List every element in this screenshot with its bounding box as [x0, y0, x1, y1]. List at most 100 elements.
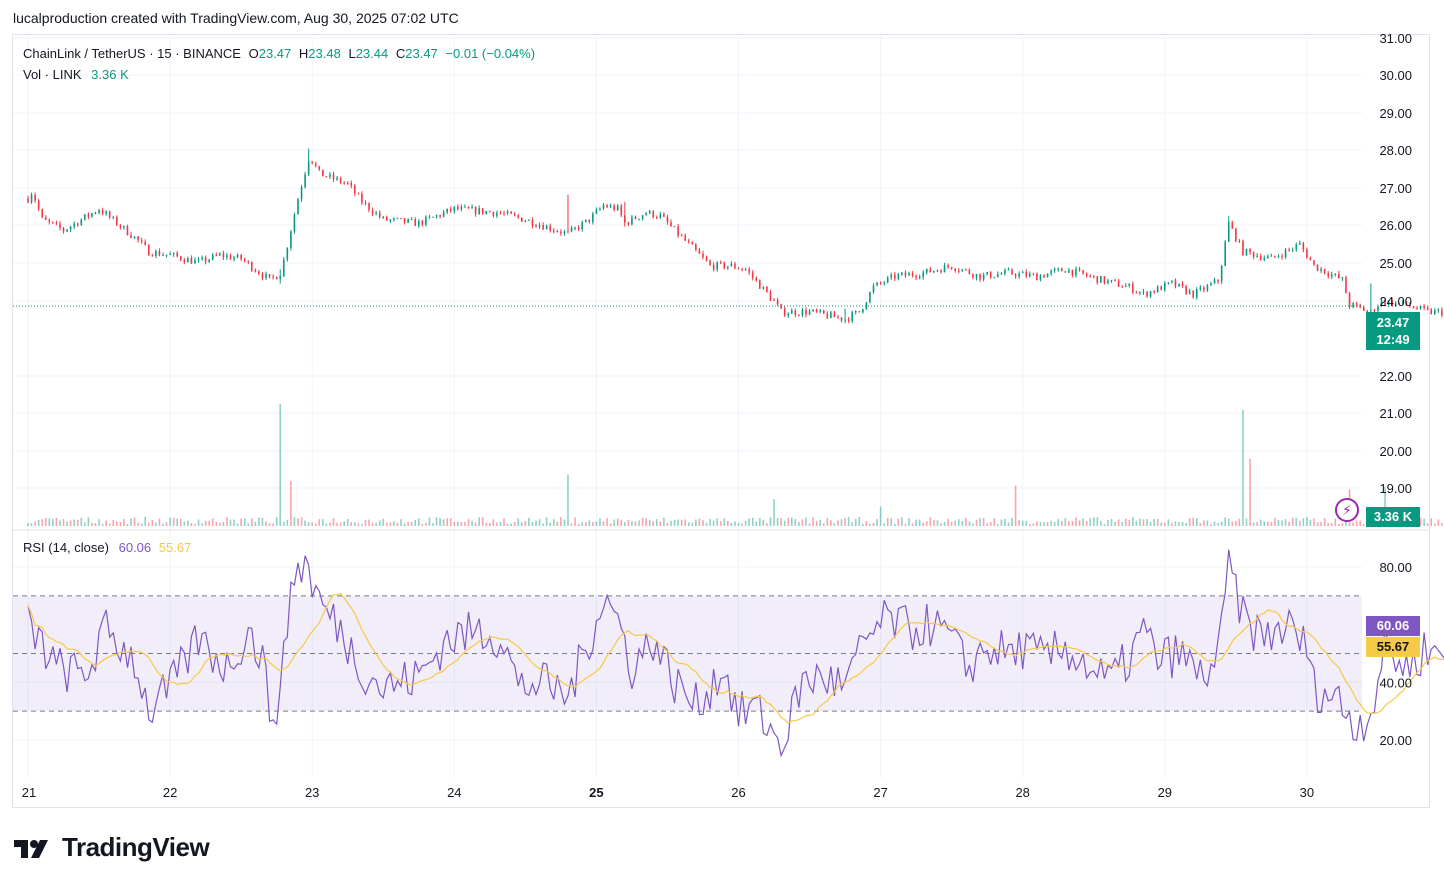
volume-bar	[322, 519, 324, 526]
candle-body	[1185, 286, 1187, 294]
candle-body	[55, 222, 58, 224]
volume-bar	[894, 523, 896, 526]
candle-body	[666, 216, 669, 223]
candle-body	[48, 219, 51, 222]
candle-body	[368, 203, 370, 211]
candle-body	[435, 215, 438, 217]
volume-bar	[830, 520, 832, 526]
candle-body	[240, 254, 242, 260]
volume-bar	[776, 517, 779, 526]
candle-body	[655, 217, 658, 219]
price-tick-label: 25.00	[1379, 256, 1412, 271]
volume-bar	[1103, 523, 1106, 526]
volume-bar	[1323, 518, 1326, 526]
candle-body	[1291, 249, 1294, 251]
volume-bar	[606, 518, 608, 526]
candle-body	[613, 205, 615, 211]
volume-badge: 3.36 K	[1366, 507, 1420, 527]
volume-bar	[1153, 518, 1155, 526]
candle-body	[375, 212, 377, 214]
volume-bar	[822, 523, 825, 526]
candle-body	[1171, 280, 1173, 283]
candle-body	[425, 216, 427, 225]
candle-body	[478, 208, 480, 215]
candle-body	[766, 286, 768, 293]
volume-bar	[368, 519, 370, 526]
volume-legend[interactable]: Vol · LINK 3.36 K	[23, 67, 129, 82]
candle-body	[314, 163, 317, 167]
candle-body	[1419, 305, 1422, 309]
symbol-title: ChainLink / TetherUS · 15 · BINANCE	[23, 46, 241, 61]
rsi-legend[interactable]: RSI (14, close) 60.06 55.67	[23, 540, 191, 555]
candle-body	[69, 226, 72, 230]
volume-bar	[1231, 521, 1234, 526]
candle-body	[1245, 248, 1248, 256]
candle-body	[556, 231, 559, 233]
candle-body	[329, 174, 331, 177]
candle-body	[407, 219, 409, 223]
volume-bar	[1259, 519, 1262, 526]
volume-bar	[556, 521, 559, 526]
volume-bar	[94, 523, 97, 526]
candle-body	[520, 217, 523, 222]
volume-bar	[449, 518, 452, 526]
volume-bar	[847, 517, 850, 526]
volume-bar	[1082, 518, 1084, 526]
candle-body	[1132, 283, 1134, 293]
volume-bar	[961, 520, 964, 526]
volume-bar	[354, 522, 356, 526]
volume-bar	[251, 518, 253, 526]
volume-bar	[1316, 522, 1319, 526]
candle-body	[80, 219, 83, 226]
symbol-legend[interactable]: ChainLink / TetherUS · 15 · BINANCE O23.…	[23, 46, 536, 61]
candle-body	[634, 216, 637, 220]
volume-bar	[943, 521, 946, 526]
candle-body	[904, 272, 907, 276]
volume-bar	[76, 519, 79, 526]
volume-bar	[1341, 522, 1344, 526]
brand[interactable]: TradingView	[14, 832, 210, 863]
volume-bar	[915, 519, 917, 526]
candle-body	[879, 282, 882, 284]
volume-bar	[680, 519, 683, 526]
volume-bar	[1014, 485, 1017, 526]
candle-body	[1334, 273, 1337, 275]
candle-body	[187, 257, 189, 263]
rsi-ma-badge: 55.67	[1366, 637, 1420, 657]
price-tick-label: 28.00	[1379, 143, 1412, 158]
volume-bar	[421, 523, 424, 526]
candle-body	[719, 262, 722, 264]
price-tick-label: 24.00	[1379, 294, 1412, 309]
volume-bar	[98, 519, 100, 526]
candle-body	[1060, 268, 1063, 272]
volume-bar	[1132, 517, 1134, 526]
volume-bar	[297, 518, 299, 526]
volume-bar	[1114, 521, 1116, 526]
candle-body	[734, 263, 736, 269]
volume-bar	[542, 523, 544, 526]
candle-body	[1046, 273, 1049, 278]
volume-bar	[645, 518, 647, 526]
volume-bar	[1423, 518, 1425, 526]
volume-bar	[1213, 521, 1216, 526]
candle-body	[94, 212, 97, 214]
volume-bar	[901, 517, 903, 526]
candle-body	[1181, 283, 1184, 287]
volume-bar	[716, 518, 718, 526]
volume-bar	[801, 519, 804, 526]
candle-body	[1394, 302, 1397, 306]
candle-body	[208, 259, 210, 262]
candle-body	[1025, 271, 1028, 277]
candle-body	[1178, 283, 1180, 287]
lightning-icon[interactable]: ⚡	[1335, 498, 1359, 522]
volume-bar	[648, 519, 651, 526]
price-tick-label: 26.00	[1379, 218, 1412, 233]
candle-body	[116, 216, 118, 226]
volume-bar	[307, 522, 310, 526]
price-tick-label: 29.00	[1379, 106, 1412, 121]
volume-bar	[27, 522, 29, 526]
candle-body	[297, 199, 299, 215]
volume-bar	[1071, 520, 1074, 526]
candle-body	[410, 219, 413, 221]
